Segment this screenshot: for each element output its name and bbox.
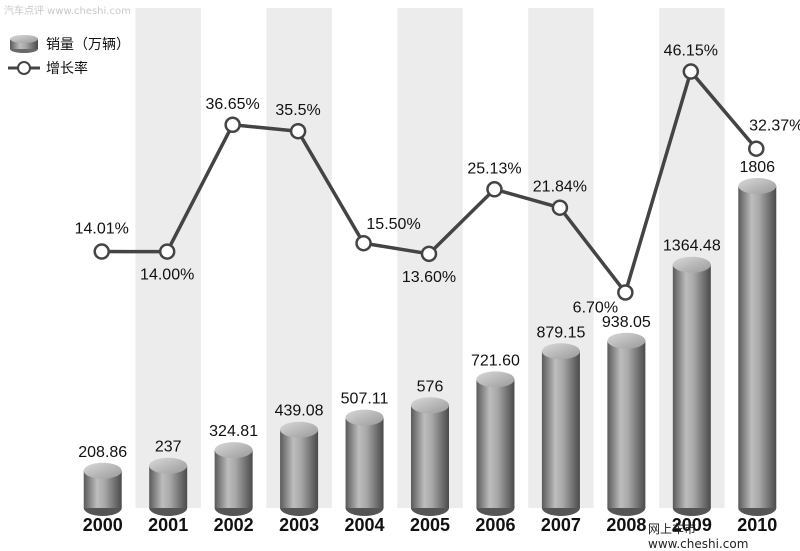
growth-value-label: 32.37%	[749, 118, 800, 135]
bar-value-label: 324.81	[209, 423, 258, 440]
bar-cap	[476, 371, 515, 388]
bar-value-label: 721.60	[471, 352, 520, 369]
bar-2004	[345, 409, 384, 516]
bar-body	[607, 340, 646, 508]
growth-value-label: 35.5%	[275, 102, 320, 119]
growth-value-label: 25.13%	[467, 160, 521, 177]
growth-point-2002	[224, 116, 241, 134]
legend-label-sales: 销量（万辆）	[46, 37, 130, 53]
bar-value-label: 879.15	[536, 324, 585, 341]
bar-body	[345, 417, 384, 508]
bar-cap	[345, 409, 384, 426]
x-tick-label: 2009	[672, 515, 712, 535]
sales-bars	[83, 178, 777, 516]
x-tick-label: 2007	[541, 515, 581, 535]
bar-body	[214, 450, 253, 508]
bar-value-label: 208.86	[78, 444, 127, 461]
bar-2007	[541, 343, 580, 516]
bar-cap	[83, 462, 122, 479]
bar-value-label: 938.05	[602, 314, 651, 331]
bar-cap	[738, 178, 777, 194]
bar-2001	[149, 457, 188, 516]
growth-point-2005	[420, 245, 438, 263]
growth-value-label: 36.65%	[206, 96, 260, 113]
legend-label-growth: 增长率	[46, 61, 88, 77]
legend-item-growth: 增长率	[6, 56, 130, 80]
bar-body	[541, 351, 580, 508]
watermark-top: 汽车点评 www.cheshi.com	[4, 6, 131, 17]
bar-body	[738, 186, 777, 508]
growth-line	[93, 63, 765, 301]
growth-value-label: 6.70%	[573, 299, 618, 316]
bar-cap	[672, 256, 711, 273]
growth-value-label: 15.50%	[366, 216, 420, 233]
x-tick-label: 2000	[83, 515, 123, 535]
bar-cap	[607, 332, 646, 349]
legend-line-marker-icon	[8, 61, 40, 75]
bar-value-label: 1806	[739, 159, 775, 176]
growth-point-2006	[486, 181, 503, 198]
bar-value-label: 1364.48	[663, 238, 721, 255]
bar-2000	[83, 462, 122, 516]
bar-cap	[214, 442, 253, 459]
bar-value-label: 237	[155, 439, 182, 456]
growth-value-label: 14.00%	[140, 267, 194, 284]
bar-2005	[411, 397, 449, 516]
growth-point-2008	[617, 284, 634, 301]
legend-item-sales: 销量（万辆）	[6, 32, 130, 56]
bar-body	[411, 405, 449, 508]
growth-value-label: 13.60%	[402, 269, 456, 286]
legend-cylinder-icon	[10, 35, 38, 53]
bar-2009	[672, 256, 711, 516]
bar-2002	[214, 442, 253, 516]
bar-2010	[738, 178, 777, 516]
x-tick-label: 2004	[345, 515, 385, 535]
growth-point-2000	[93, 243, 110, 260]
x-tick-label: 2003	[279, 515, 319, 535]
bar-cap	[280, 421, 319, 438]
growth-point-2003	[289, 122, 307, 140]
growth-value-labels: 14.01% 14.00% 36.65% 35.5% 15.50% 13.60% 25.13…	[75, 43, 800, 317]
growth-value-label: 46.15%	[664, 43, 718, 60]
watermark-bottom: 网上车市 www.cheshi.com	[648, 522, 749, 551]
growth-point-2010	[748, 140, 765, 157]
x-tick-label: 2005	[410, 515, 450, 535]
bar-2008	[607, 332, 646, 516]
legend: 销量（万辆） 增长率	[6, 32, 130, 80]
x-tick-label: 2002	[214, 515, 254, 535]
bar-body	[476, 379, 515, 508]
bar-value-label: 576	[417, 378, 444, 395]
bar-cap	[149, 457, 188, 474]
bar-2003	[280, 421, 319, 516]
bar-body	[280, 429, 319, 508]
bar-value-label: 507.11	[341, 391, 389, 408]
bar-value-label: 439.08	[275, 403, 324, 420]
x-tick-label: 2001	[148, 515, 188, 535]
x-tick-label: 2008	[606, 515, 646, 535]
growth-point-2009	[682, 63, 700, 80]
growth-point-2004	[355, 234, 372, 252]
bar-cap	[411, 397, 449, 414]
x-axis-tick-labels: 2000 2001 2002 2003 2004 2005 2006 2007 2008 2009…	[83, 515, 778, 535]
x-tick-label: 2010	[737, 515, 777, 535]
growth-value-label: 21.84%	[533, 179, 587, 196]
growth-point-2001	[158, 243, 176, 260]
x-tick-label: 2006	[475, 515, 515, 535]
growth-point-2007	[551, 199, 569, 216]
bar-2006	[476, 371, 515, 516]
bar-value-labels: 208.86 237 324.81 439.08 507.11 576 721.60 879.…	[78, 159, 775, 461]
bar-body	[672, 264, 711, 508]
growth-value-label: 14.01%	[75, 221, 129, 238]
bar-cap	[541, 343, 580, 360]
